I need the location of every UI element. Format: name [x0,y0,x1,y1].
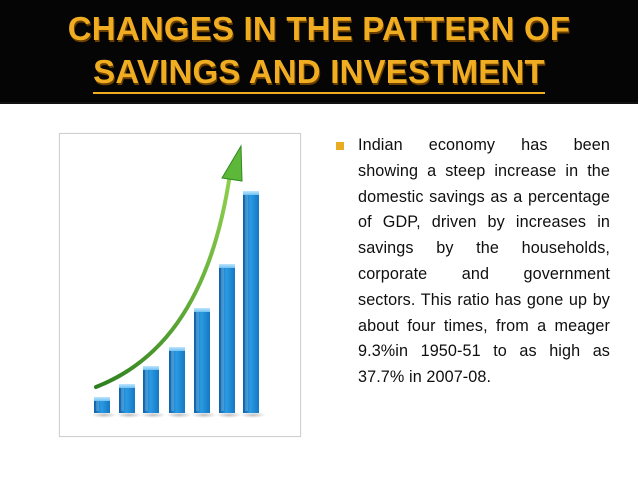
trend-arrow-shaft [94,172,232,389]
chart-bar [91,397,117,418]
slide-title: CHANGES IN THE PATTERN OF SAVINGS AND IN… [0,7,638,94]
chart-bar [166,347,192,418]
chart-bar [240,191,266,418]
growth-chart-svg [91,144,266,418]
chart-bar [116,384,142,418]
bullet-paragraph: Indian economy has been showing a steep … [358,136,610,387]
trend-arrow-layer [94,144,243,389]
bars-layer [91,191,266,418]
title-line-2: SAVINGS AND INVESTMENT [93,52,545,94]
growth-chart-illustration [59,133,301,437]
chart-bar [216,264,242,418]
bullet-square-icon [336,142,344,150]
title-band [0,0,638,102]
chart-bar [191,308,217,418]
trend-arrow-head-icon [221,144,243,182]
title-divider [0,102,638,104]
chart-bar [140,366,166,418]
title-line-1: CHANGES IN THE PATTERN OF [67,10,571,47]
